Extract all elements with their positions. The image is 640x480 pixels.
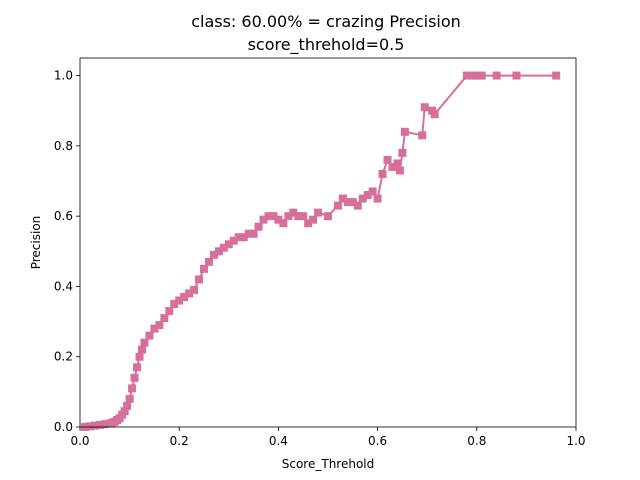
data-point-marker xyxy=(200,264,208,273)
data-point-marker xyxy=(299,212,308,221)
axes-frame xyxy=(79,57,577,428)
data-point-marker xyxy=(135,352,144,361)
data-point-marker xyxy=(133,363,142,372)
data-point-marker xyxy=(314,208,323,217)
data-point-marker xyxy=(348,198,357,207)
data-point-marker xyxy=(395,166,404,175)
data-point-marker xyxy=(400,127,409,136)
data-point-marker xyxy=(249,229,258,238)
data-point-marker xyxy=(138,345,146,354)
data-point-marker xyxy=(204,257,213,266)
data-point-marker xyxy=(254,222,263,231)
data-point-marker xyxy=(175,296,184,305)
data-point-marker xyxy=(388,162,397,171)
data-point-marker xyxy=(383,155,392,164)
data-point-marker xyxy=(418,131,427,140)
y-axis: 0.0 0.2 0.4 0.6 0.8 1.0 xyxy=(54,69,80,434)
data-point-marker xyxy=(472,71,481,80)
data-point-marker xyxy=(274,215,283,224)
data-point-marker xyxy=(289,208,298,217)
data-point-marker xyxy=(140,338,149,347)
data-point-marker xyxy=(333,201,342,210)
data-point-marker xyxy=(120,407,129,416)
data-point-marker xyxy=(378,169,387,178)
y-tick-label: 0.8 xyxy=(54,139,73,153)
data-point-marker xyxy=(214,247,223,256)
data-point-marker xyxy=(467,71,476,80)
data-point-marker xyxy=(239,233,248,242)
data-point-marker xyxy=(85,422,94,431)
x-axis-label: Score_Threhold xyxy=(282,457,375,471)
data-point-marker xyxy=(420,103,429,112)
x-tick-label: 0.2 xyxy=(170,434,189,448)
x-tick-label: 0.4 xyxy=(269,434,288,448)
data-point-marker xyxy=(165,307,174,316)
data-point-marker xyxy=(477,71,486,80)
data-point-marker xyxy=(259,215,268,224)
x-tick-label: 1.0 xyxy=(566,434,585,448)
data-point-marker xyxy=(100,420,109,429)
x-tick-label: 0.8 xyxy=(467,434,486,448)
data-point-marker xyxy=(190,285,199,294)
data-point-marker xyxy=(512,71,521,80)
data-point-marker xyxy=(430,110,439,119)
chart-title-line2: score_threhold=0.5 xyxy=(248,35,405,55)
data-point-marker xyxy=(492,71,501,80)
y-axis-label: Precision xyxy=(29,216,43,270)
x-tick-label: 0.0 xyxy=(70,434,89,448)
data-point-marker xyxy=(150,324,159,333)
data-point-marker xyxy=(304,219,313,228)
data-point-marker xyxy=(130,373,139,382)
data-point-marker xyxy=(170,300,179,308)
data-point-marker xyxy=(95,420,104,429)
data-point-marker xyxy=(224,240,233,249)
y-tick-label: 1.0 xyxy=(54,69,73,83)
data-point-marker xyxy=(353,201,362,210)
y-tick-label: 0.4 xyxy=(54,279,73,293)
data-point-marker xyxy=(185,289,194,298)
data-point-marker xyxy=(343,198,352,207)
data-point-marker xyxy=(219,243,228,252)
data-point-marker xyxy=(462,71,471,80)
data-point-marker xyxy=(398,148,407,157)
data-point-marker xyxy=(195,275,204,284)
data-point-marker xyxy=(358,194,367,203)
precision-series-line xyxy=(84,74,557,428)
data-point-marker xyxy=(269,212,278,221)
data-point-marker xyxy=(123,401,132,410)
data-point-marker xyxy=(552,71,561,80)
data-point-marker xyxy=(229,236,238,245)
y-tick-label: 0.0 xyxy=(54,420,73,434)
data-point-marker xyxy=(125,394,134,403)
data-point-marker xyxy=(90,421,99,430)
chart-title-line1: class: 60.00% = crazing Precision xyxy=(191,12,461,31)
x-tick-label: 0.6 xyxy=(368,434,387,448)
data-point-marker xyxy=(209,250,218,259)
data-point-marker xyxy=(145,331,154,340)
data-point-marker xyxy=(309,215,318,224)
data-point-marker xyxy=(324,212,332,221)
data-point-marker xyxy=(338,194,347,203)
data-point-marker xyxy=(284,212,293,221)
data-point-marker xyxy=(294,212,303,221)
data-point-marker xyxy=(180,292,189,301)
data-point-marker xyxy=(373,194,382,203)
data-point-marker xyxy=(363,191,372,200)
data-point-marker xyxy=(160,314,169,323)
data-point-marker xyxy=(128,384,137,393)
data-point-marker xyxy=(155,321,164,330)
data-point-marker xyxy=(234,233,243,242)
data-point-marker xyxy=(264,212,273,221)
y-tick-label: 0.6 xyxy=(54,209,73,223)
plot-area xyxy=(80,71,561,431)
x-axis: 0.0 0.2 0.4 0.6 0.8 1.0 xyxy=(70,427,586,448)
data-point-marker xyxy=(368,187,377,196)
data-point-marker xyxy=(279,219,288,228)
data-point-marker xyxy=(244,229,253,238)
y-tick-label: 0.2 xyxy=(54,350,73,364)
data-point-marker xyxy=(393,159,402,168)
